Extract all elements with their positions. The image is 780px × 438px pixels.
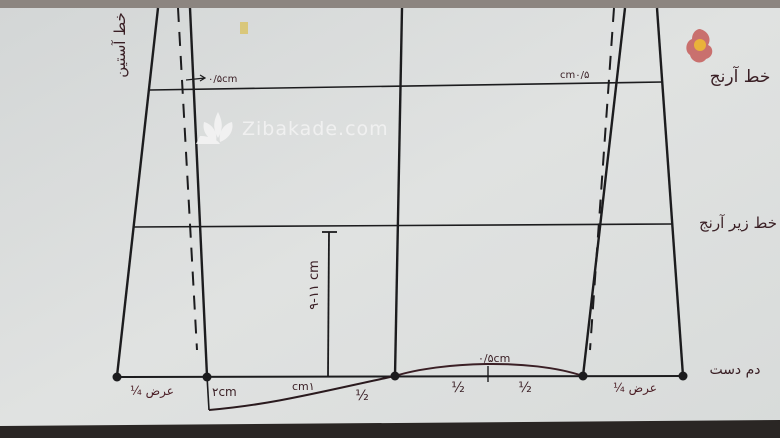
center-line [393, 7, 404, 377]
point-marker [390, 371, 400, 381]
wrist-curve-right [394, 363, 584, 377]
height-measure-line [327, 231, 330, 378]
elbow-line-label: خط آرنج [710, 65, 771, 87]
two-cm-label: ۲cm [212, 385, 237, 399]
right-outer-line [655, 7, 685, 377]
width-left-label: عرض ¼ [130, 384, 174, 399]
right-inner-line [581, 7, 627, 377]
yellow-mark [240, 22, 248, 34]
offset-left-label: ۰/۵cm [208, 74, 237, 85]
point-marker [112, 372, 122, 382]
left-dashed-line [177, 7, 198, 351]
width-right-label: عرض ¼ [613, 381, 657, 396]
curve-peak-label: ۰/۵cm [478, 352, 510, 365]
left-drop-line [206, 375, 210, 411]
below-elbow-line-label: خط زیر آرنج [699, 214, 777, 232]
offset-right-label: cm۰/۵ [560, 70, 589, 81]
below-elbow-horizontal-line [132, 223, 673, 228]
wrist-curve-left [208, 375, 396, 411]
watermark-text: Zibakade.com [242, 118, 389, 140]
half-label-3: ½ [518, 380, 532, 396]
offset-arrow-left [185, 74, 207, 82]
point-marker [202, 372, 212, 382]
logo [686, 29, 713, 63]
left-inner-line [188, 7, 209, 377]
height-measure-label: ۹-۱۱ cm [307, 260, 322, 310]
top-left-vertical-label: خط آستین [111, 12, 129, 78]
point-marker [678, 371, 688, 381]
half-label-2: ½ [451, 380, 465, 396]
bottom-shadow [0, 420, 780, 438]
right-dashed-line [589, 7, 615, 351]
one-cm-label: cm۱ [292, 380, 315, 393]
left-outer-line [115, 7, 160, 377]
watermark: Zibakade.com [196, 112, 389, 144]
wrist-line-label: دم دست [709, 362, 760, 378]
wrist-baseline [116, 375, 684, 378]
elbow-horizontal-line [149, 81, 664, 91]
lotus-icon [196, 112, 233, 144]
half-label-1: ½ [355, 388, 369, 404]
point-marker [578, 371, 588, 381]
top-shadow [0, 0, 780, 8]
